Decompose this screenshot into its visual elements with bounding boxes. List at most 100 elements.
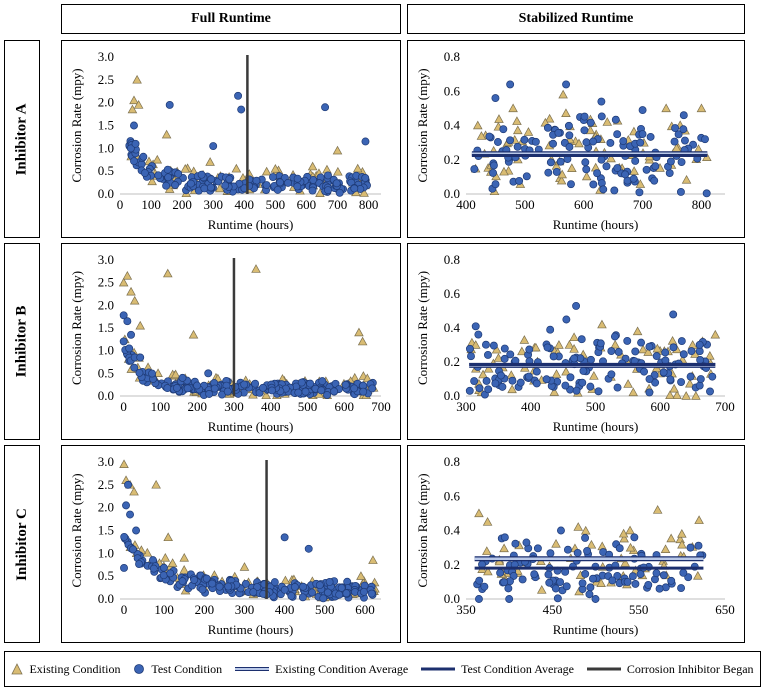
existing-point: [129, 295, 140, 305]
x-tick-label: 350: [456, 602, 476, 617]
existing-point: [669, 383, 679, 393]
test-point: [207, 175, 216, 184]
existing-point: [602, 117, 613, 126]
test-point: [164, 173, 173, 182]
existing-point: [635, 179, 646, 188]
test-point: [644, 580, 653, 589]
existing-point: [483, 566, 493, 576]
test-point: [308, 186, 317, 195]
test-point: [482, 377, 491, 385]
row-header-label: Inhibitor A: [13, 103, 30, 175]
test-point: [498, 382, 507, 391]
existing-point: [569, 344, 579, 353]
row-header-label: Inhibitor B: [13, 305, 30, 378]
existing-point: [354, 327, 364, 337]
test-point: [695, 340, 704, 349]
test-point: [149, 564, 158, 573]
test-point: [276, 178, 285, 187]
test-point: [159, 563, 168, 572]
x-tick-label: 600: [651, 399, 671, 414]
test-point: [522, 172, 531, 181]
test-point: [508, 376, 517, 385]
test-point: [497, 371, 505, 380]
test-point: [162, 181, 171, 190]
x-axis-title: Runtime (hours): [553, 419, 639, 434]
test-point: [511, 539, 520, 548]
y-axis-title: Corrosion Rate (mpy): [415, 271, 430, 385]
test-point: [367, 589, 376, 598]
legend-item-existing-condition: Existing Condition: [11, 662, 120, 677]
existing-point: [691, 391, 701, 400]
test-point: [124, 480, 132, 489]
x-tick-label: 500: [586, 399, 606, 414]
y-tick-label: 3.0: [98, 252, 114, 267]
test-point: [577, 335, 586, 344]
row-header-inhibitor-a: Inhibitor A: [4, 40, 40, 238]
test-point: [557, 526, 565, 535]
y-tick-label: 0.4: [444, 320, 461, 335]
chart-panel-a-stable: 0.0 0.2 0.4 0.6 0.8 400 500 600 700 800 Runtime (h…: [407, 40, 745, 238]
test-point: [223, 387, 232, 396]
existing-point: [135, 320, 146, 330]
test-point: [670, 137, 679, 146]
test-point: [202, 574, 211, 583]
test-point: [679, 125, 688, 134]
test-point: [582, 165, 591, 174]
test-point: [669, 343, 678, 352]
test-point: [667, 576, 676, 585]
x-tick-label: 500: [315, 602, 335, 617]
test-point: [324, 186, 332, 195]
test-point: [293, 174, 302, 183]
test-point: [597, 97, 606, 106]
test-point: [319, 594, 328, 603]
test-point: [515, 176, 524, 185]
existing-point: [619, 533, 629, 543]
test-point: [301, 387, 310, 396]
existing-point: [632, 326, 643, 336]
x-tick-label: 300: [203, 197, 223, 212]
test-point: [262, 181, 271, 190]
x-tick-label: 300: [456, 399, 476, 414]
test-point: [516, 378, 525, 387]
existing-point: [557, 169, 567, 179]
test-point: [687, 347, 696, 356]
test-point: [679, 568, 688, 577]
existing-point: [681, 391, 691, 400]
test-point: [533, 544, 542, 553]
test-point: [589, 574, 597, 583]
x-tick-label: 400: [235, 197, 255, 212]
test-point: [299, 582, 308, 591]
test-point: [467, 352, 475, 361]
test-point: [130, 157, 138, 166]
test-point: [610, 332, 619, 341]
existing-point: [693, 570, 703, 580]
test-point: [679, 111, 688, 120]
x-tick-label: 300: [235, 602, 255, 617]
chart-panel-a-full: 0.0 0.5 1.0 1.5 2.0 2.5 3.0 0 100 200 300 400 500 600…: [61, 40, 401, 238]
test-point: [480, 582, 489, 591]
test-point: [131, 139, 140, 148]
existing-point: [180, 163, 191, 173]
existing-point: [620, 558, 631, 567]
row-header-label: Inhibitor C: [13, 507, 30, 581]
dark-line-icon: [586, 667, 621, 671]
test-point: [324, 171, 332, 180]
test-point: [599, 185, 608, 194]
test-point: [174, 169, 183, 178]
x-tick-label: 100: [154, 602, 174, 617]
y-tick-label: 0.6: [444, 286, 461, 301]
y-tick-label: 0.0: [98, 186, 114, 201]
existing-point: [215, 183, 225, 193]
test-point: [586, 355, 595, 364]
existing-point: [359, 188, 369, 197]
test-point: [581, 533, 590, 542]
test-point: [504, 584, 513, 593]
x-tick-label: 450: [543, 602, 563, 617]
test-point: [542, 375, 551, 384]
test-point: [484, 385, 493, 394]
test-point: [621, 170, 630, 179]
column-header-label: Stabilized Runtime: [518, 11, 634, 26]
existing-point: [118, 277, 129, 287]
existing-point: [536, 585, 547, 594]
test-point: [499, 125, 508, 134]
